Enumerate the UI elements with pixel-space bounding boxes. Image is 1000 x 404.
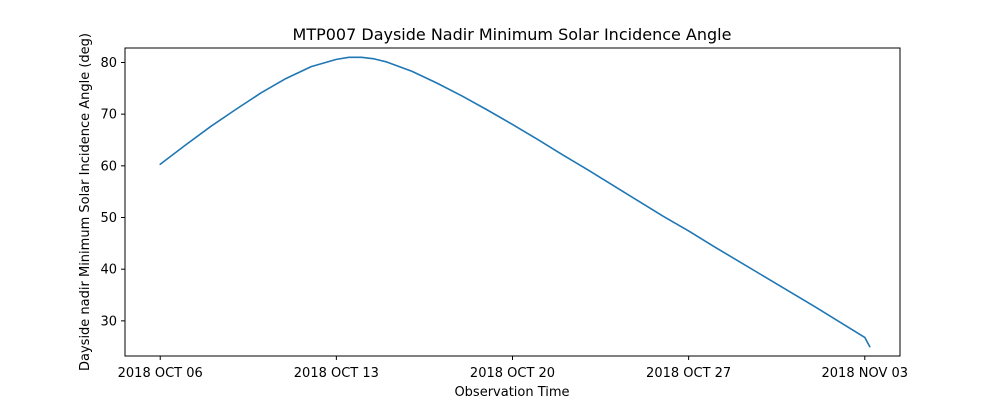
y-tick-label: 60: [100, 159, 117, 174]
plot-series-layer: [159, 56, 871, 348]
x-axis-label: Observation Time: [454, 385, 569, 400]
x-tick-label: 2018 OCT 27: [646, 366, 731, 381]
y-axis-label: Dayside nadir Minimum Solar Incidence An…: [78, 33, 93, 371]
plot-area-frame: [124, 47, 901, 357]
series-line-0: [159, 56, 871, 348]
x-tick-label: 2018 NOV 03: [822, 366, 909, 381]
y-axis: 30 40 50 60 70 80: [100, 56, 125, 329]
y-tick-label: 70: [100, 108, 117, 123]
x-tick-label: 2018 OCT 06: [118, 366, 203, 381]
y-tick-label: 80: [100, 56, 117, 71]
y-tick-label: 30: [100, 314, 117, 329]
x-tick-label: 2018 OCT 13: [294, 366, 379, 381]
y-tick-label: 40: [100, 263, 117, 278]
x-axis: 2018 OCT 06 2018 OCT 13 2018 OCT 20 2018 OC…: [118, 356, 908, 381]
x-tick-label: 2018 OCT 20: [470, 366, 555, 381]
y-tick-label: 50: [100, 211, 117, 226]
chart-title: MTP007 Dayside Nadir Minimum Solar Incid…: [293, 25, 732, 44]
